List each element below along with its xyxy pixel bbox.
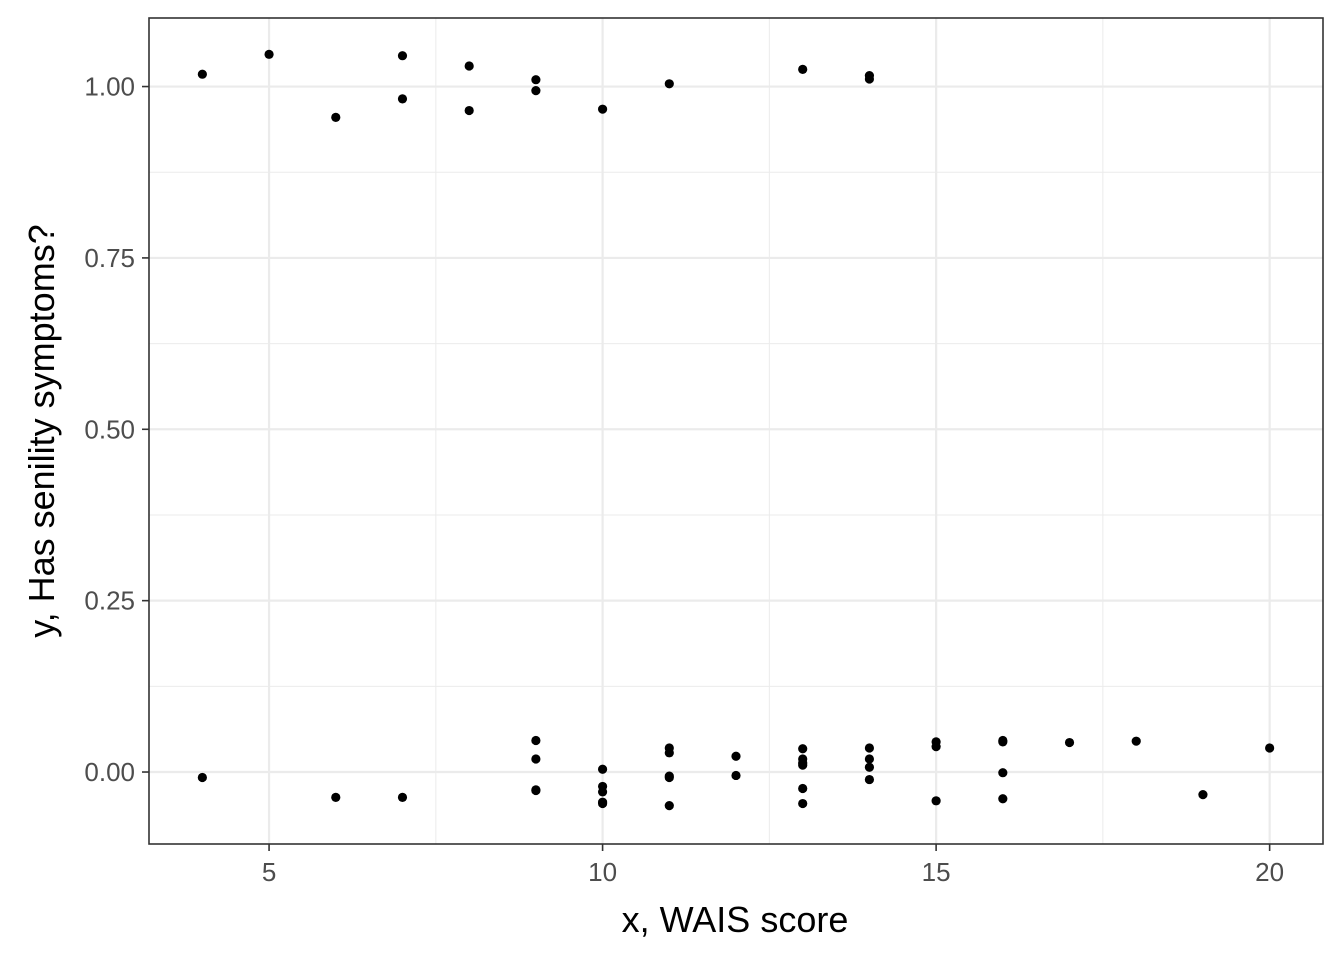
data-point: [864, 74, 875, 84]
data-point: [531, 735, 541, 746]
data-point: [331, 792, 341, 802]
data-point: [998, 768, 1008, 778]
y-axis-ticks: 0.00 0.25 0.50 0.75 1.00: [84, 72, 149, 787]
x-axis-ticks: 5 10 15 20: [262, 844, 1284, 887]
data-point: [597, 787, 608, 797]
data-point: [597, 104, 608, 114]
x-tick-label: 5: [262, 857, 276, 887]
data-point: [531, 785, 541, 796]
data-point: [397, 51, 408, 61]
plot-panel-border: [148, 17, 1324, 845]
data-point: [798, 744, 808, 754]
data-point: [664, 79, 674, 89]
data-point: [197, 772, 207, 783]
data-point: [264, 49, 274, 59]
data-point: [798, 783, 808, 794]
data-point: [1131, 736, 1141, 746]
data-point: [864, 754, 875, 764]
data-point: [731, 770, 741, 781]
data-point: [197, 69, 207, 79]
data-point: [798, 798, 808, 809]
data-point: [464, 61, 474, 71]
y-tick-label: 0.00: [84, 757, 135, 787]
data-point: [397, 94, 408, 104]
data-point: [864, 743, 875, 753]
x-axis-title: x, WAIS score: [622, 899, 849, 940]
data-point: [464, 105, 474, 116]
data-point: [664, 772, 674, 783]
x-tick-label: 20: [1255, 857, 1284, 887]
data-point: [798, 64, 808, 75]
data-point: [1198, 790, 1208, 800]
y-tick-label: 0.50: [84, 414, 135, 444]
y-tick-label: 0.25: [84, 586, 135, 616]
x-tick-label: 15: [922, 857, 951, 887]
data-point: [864, 762, 875, 772]
data-point: [1265, 743, 1275, 753]
data-point: [531, 75, 541, 85]
data-point: [664, 748, 674, 758]
y-tick-label: 1.00: [84, 72, 135, 102]
data-point: [531, 754, 541, 764]
data-point: [597, 764, 608, 774]
data-point: [664, 801, 674, 811]
x-tick-label: 10: [588, 857, 617, 887]
minor-grid: [149, 18, 1323, 844]
data-point: [931, 742, 941, 752]
y-axis-title: y, Has senility symptoms?: [21, 224, 62, 637]
data-point: [998, 794, 1008, 804]
data-point: [798, 760, 808, 770]
data-point: [931, 796, 941, 806]
data-point: [998, 737, 1008, 747]
data-point: [597, 798, 608, 809]
data-point: [864, 774, 875, 785]
data-points: [197, 49, 1275, 811]
major-grid: [149, 18, 1323, 844]
data-point: [731, 751, 741, 761]
data-point: [531, 86, 541, 96]
data-point: [397, 792, 408, 802]
data-point: [331, 112, 341, 122]
y-tick-label: 0.75: [84, 243, 135, 273]
data-point: [1064, 737, 1075, 748]
